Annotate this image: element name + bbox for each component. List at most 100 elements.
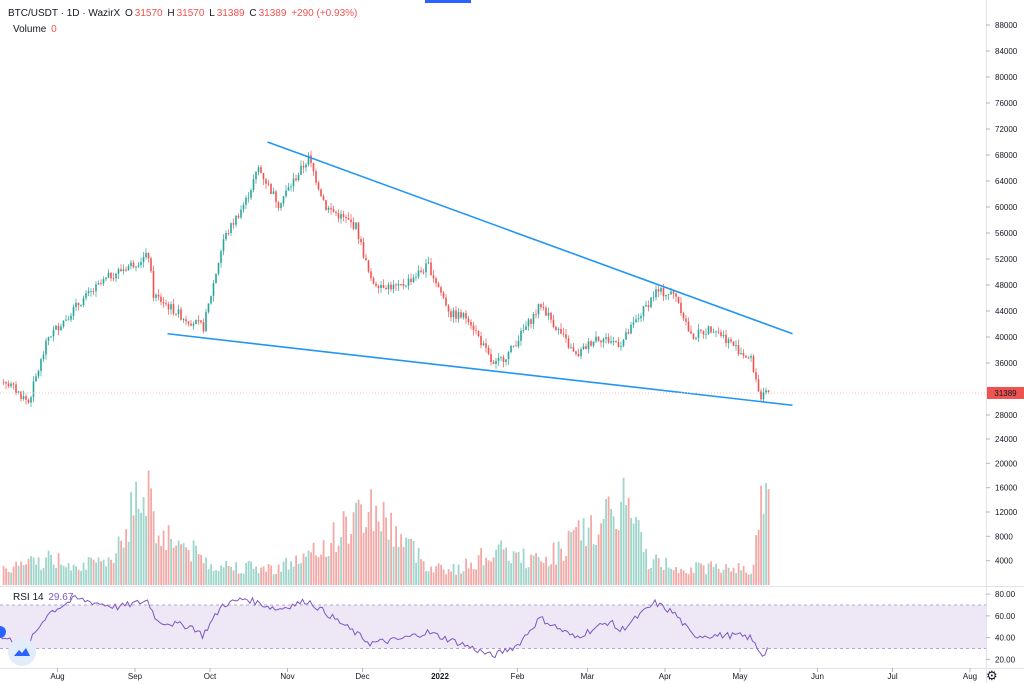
candle-body [510,345,512,353]
candle-body [65,319,67,321]
price-tick-label: 64000 [995,177,1018,186]
volume-bar [150,488,152,585]
candle-body [377,285,380,289]
candle-body [602,338,605,343]
volume-bar [717,568,720,585]
volume-bar [300,563,302,585]
volume-bar [130,492,132,585]
candle-body [655,289,657,298]
candle-body [212,283,215,296]
volume-bar [397,546,400,585]
candle-body [85,293,87,299]
volume-bar [407,538,410,585]
volume-bar [637,520,640,585]
volume-bar [362,532,365,585]
candle-body [520,330,522,341]
volume-bar [742,565,745,585]
volume-bar [350,534,352,585]
candle-body [70,315,72,320]
volume-bar [352,512,355,585]
candle-body [680,302,682,314]
volume-tick-label: 20000 [995,459,1018,468]
volume-bar [442,569,445,585]
candle-body [585,346,587,350]
volume-bar [95,562,97,585]
candle-body [307,155,310,165]
candle-body [755,372,757,380]
candle-body [97,283,100,285]
candle-body [347,217,350,220]
volume-bar [295,555,297,585]
candle-body [77,302,80,306]
volume-bar [5,568,7,585]
candle-body [612,341,615,342]
candle-body [595,336,597,342]
candle-body [335,211,337,214]
volume-bar [127,541,130,585]
low-value: 31389 [216,8,245,19]
trendline-upper[interactable] [267,141,793,335]
candle-body [475,330,477,331]
gear-icon[interactable]: ⚙ [986,668,998,683]
volume-bar [467,568,470,585]
volume-bar [557,541,560,585]
volume-bar [257,573,260,585]
candle-body [155,294,157,298]
candle-body [87,291,90,294]
candle-body [200,320,202,323]
rsi-label[interactable]: RSI 14 [13,592,44,603]
volume-bar [162,530,165,585]
candle-body [110,272,112,279]
volume-bar [242,573,245,585]
candle-body [535,313,537,315]
candle-body [392,284,395,290]
candle-body [272,191,275,195]
candle-body [175,313,177,315]
volume-bar [682,570,685,585]
volume-bar [32,557,35,585]
volume-bar [715,563,717,585]
volume-bar [215,570,217,585]
candle-body [417,270,420,277]
tradingview-logo-icon[interactable] [8,638,36,666]
symbol-title[interactable]: BTC/USDT · 1D · WazirX [8,8,121,19]
volume-label[interactable]: Volume [13,24,47,35]
volume-bar [347,543,350,585]
candle-body [467,318,470,322]
volume-bar [155,543,157,585]
candle-body [345,216,347,218]
volume-bar [722,569,725,585]
pane-handle[interactable] [0,626,6,638]
candle-body [727,339,730,344]
candle-body [352,222,355,229]
candle-body [265,179,267,184]
volume-bar [20,561,22,585]
volume-bar [232,570,235,585]
candle-body [295,178,297,181]
candle-body [122,269,125,272]
volume-bar [145,515,147,585]
volume-bar [52,564,55,585]
trendline-lower[interactable] [167,332,793,407]
volume-bar [82,562,85,585]
candle-body [532,313,535,324]
volume-bar [140,512,142,585]
low-label: L [209,8,215,19]
price-tick-label: 52000 [995,255,1018,264]
candle-body [495,360,497,364]
candle-body [350,219,352,223]
candle-body [490,353,492,363]
volume-bar [672,570,675,585]
candle-body [667,294,670,296]
volume-bar [562,560,565,585]
candle-body [127,266,130,271]
candle-body [207,303,210,313]
candle-body [562,333,565,335]
volume-bar [247,560,250,585]
candle-body [25,396,27,400]
price-tick-label: 88000 [995,21,1018,30]
candle-body [290,186,292,188]
candle-body [297,174,300,181]
candle-body [370,271,372,279]
